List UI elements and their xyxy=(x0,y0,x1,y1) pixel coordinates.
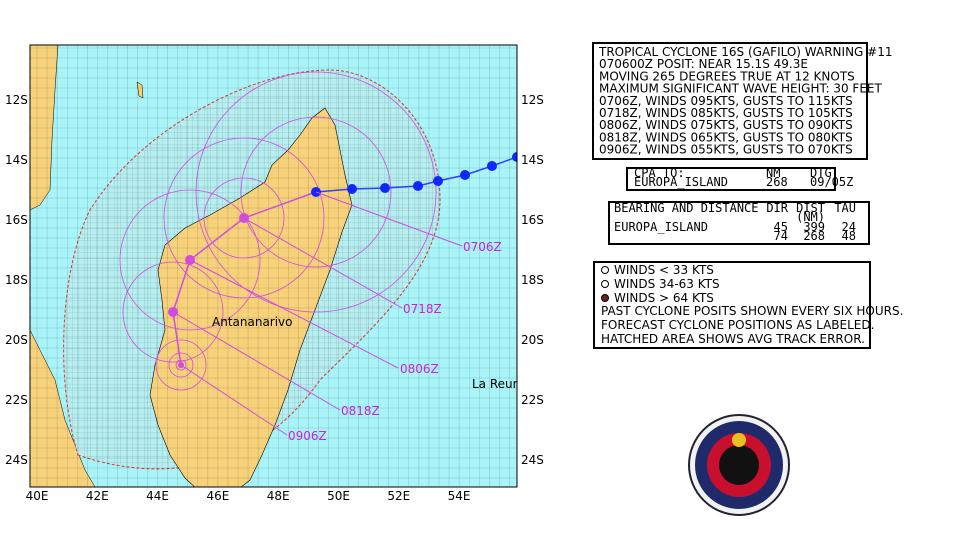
lat-label: 24S xyxy=(5,453,28,467)
legend-symbol xyxy=(601,266,609,274)
lat-label: 18S xyxy=(521,273,544,287)
island xyxy=(136,81,144,99)
lat-label: 12S xyxy=(521,93,544,107)
warning-line: 0706Z, WINDS 095KTS, GUSTS TO 115KTS xyxy=(599,94,853,108)
bearing-cell: 399 xyxy=(803,220,825,234)
africa xyxy=(30,45,59,211)
forecast-label: 0706Z xyxy=(463,240,502,254)
lat-label: 20S xyxy=(521,333,544,347)
lat-label: 24S xyxy=(521,453,544,467)
lon-label: 54E xyxy=(448,489,471,503)
warning-line: TROPICAL CYCLONE 16S (GAFILO) WARNING #1… xyxy=(598,45,893,59)
lat-label: 18S xyxy=(5,273,28,287)
forecast-label: 0818Z xyxy=(341,404,380,418)
lat-label: 12S xyxy=(5,93,28,107)
cpa-header: CPA TO: xyxy=(634,166,685,180)
lat-label: 16S xyxy=(5,213,28,227)
map xyxy=(30,45,517,487)
bearing-box xyxy=(608,201,870,245)
cpa-header: NM xyxy=(766,166,780,180)
lat-label: 22S xyxy=(5,393,28,407)
warning-line: 0906Z, WINDS 055KTS, GUSTS TO 070KTS xyxy=(599,143,853,157)
bearing-cell: 268 xyxy=(803,229,825,243)
lat-label: 22S xyxy=(521,393,544,407)
cpa-header: DTG xyxy=(810,166,832,180)
forecast-label: 0806Z xyxy=(400,362,439,376)
lat-label: 16S xyxy=(521,213,544,227)
bearing-cell: 24 xyxy=(842,220,856,234)
legend-note: FORECAST CYCLONE POSITIONS AS LABELED. xyxy=(601,318,874,332)
legend-note: PAST CYCLONE POSITS SHOWN EVERY SIX HOUR… xyxy=(601,304,903,318)
lat-label: 14S xyxy=(521,153,544,167)
lon-label: 40E xyxy=(26,489,49,503)
warning-line: MOVING 265 DEGREES TRUE AT 12 KNOTS xyxy=(599,69,855,83)
lon-label: 44E xyxy=(146,489,169,503)
warning-line: 0806Z, WINDS 075KTS, GUSTS TO 090KTS xyxy=(599,118,853,132)
lon-label: 52E xyxy=(387,489,410,503)
bearing-cell: 74 xyxy=(774,229,788,243)
legend-item: WINDS < 33 KTS xyxy=(614,263,714,277)
wind-radii xyxy=(119,71,437,391)
lon-label: 48E xyxy=(267,489,290,503)
logo xyxy=(688,414,790,516)
cpa-cell: 268 xyxy=(766,175,788,189)
legend-box xyxy=(593,261,871,349)
warning-line: 0718Z, WINDS 085KTS, GUSTS TO 105KTS xyxy=(599,106,853,120)
lon-label: 46E xyxy=(206,489,229,503)
place-label: Antananarivo xyxy=(212,315,293,329)
bearing-subheader: (NM) xyxy=(796,210,825,224)
lat-label: 20S xyxy=(5,333,28,347)
warning-line: 070600Z POSIT: NEAR 15.1S 49.3E xyxy=(599,57,808,71)
label-leaders xyxy=(172,191,463,436)
legend-item: WINDS > 64 KTS xyxy=(614,291,714,305)
lon-label: 50E xyxy=(327,489,350,503)
legend-symbol xyxy=(601,280,609,288)
cpa-cell: EUROPA_ISLAND xyxy=(634,175,728,189)
cpa-box xyxy=(626,167,836,191)
bearing-header: TAU xyxy=(834,201,856,215)
legend-item: WINDS 34-63 KTS xyxy=(614,277,720,291)
legend-note: HATCHED AREA SHOWS AVG TRACK ERROR. xyxy=(601,332,865,346)
cpa-cell: 09/05Z xyxy=(810,175,853,189)
past-positions xyxy=(311,152,517,197)
bearing-header: DIR xyxy=(766,201,788,215)
bearing-cell: 48 xyxy=(842,229,856,243)
forecast-label: 0718Z xyxy=(403,302,442,316)
warning-box xyxy=(592,42,868,160)
lon-label: 42E xyxy=(86,489,109,503)
legend-symbol xyxy=(601,294,609,302)
bearing-cell: 45 xyxy=(774,220,788,234)
warning-line: 0818Z, WINDS 065KTS, GUSTS TO 080KTS xyxy=(599,130,853,144)
map-frame xyxy=(29,44,518,488)
bearing-header: BEARING AND DISTANCE xyxy=(614,201,759,215)
forecast-label: 0906Z xyxy=(288,429,327,443)
lat-label: 14S xyxy=(5,153,28,167)
bearing-header: DIST xyxy=(796,201,825,215)
warning-line: MAXIMUM SIGNIFICANT WAVE HEIGHT: 30 FEET xyxy=(599,82,882,96)
bearing-cell: EUROPA_ISLAND xyxy=(614,220,708,234)
place-label: La Reur xyxy=(472,377,518,391)
